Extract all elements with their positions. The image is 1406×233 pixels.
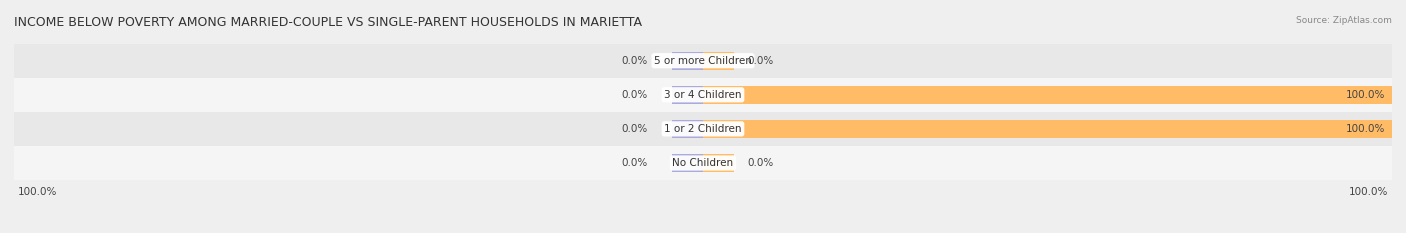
Bar [14,112,1392,146]
Text: 0.0%: 0.0% [748,56,775,66]
Bar [672,154,703,172]
Bar [703,120,1392,138]
Text: 3 or 4 Children: 3 or 4 Children [664,90,742,100]
Text: 1 or 2 Children: 1 or 2 Children [664,124,742,134]
Bar [672,52,703,70]
Bar [703,86,1392,104]
Text: 100.0%: 100.0% [1346,124,1385,134]
Bar [14,44,1392,78]
Text: 0.0%: 0.0% [748,158,775,168]
Text: 100.0%: 100.0% [1346,90,1385,100]
Bar [703,52,734,70]
Bar [672,86,703,104]
Text: 0.0%: 0.0% [621,124,648,134]
Text: 100.0%: 100.0% [17,187,56,197]
Bar [14,146,1392,180]
Text: 5 or more Children: 5 or more Children [654,56,752,66]
Text: 0.0%: 0.0% [621,56,648,66]
Bar [703,154,734,172]
Text: INCOME BELOW POVERTY AMONG MARRIED-COUPLE VS SINGLE-PARENT HOUSEHOLDS IN MARIETT: INCOME BELOW POVERTY AMONG MARRIED-COUPL… [14,16,643,29]
Text: 100.0%: 100.0% [1350,187,1389,197]
Text: No Children: No Children [672,158,734,168]
Bar [672,120,703,138]
Text: 0.0%: 0.0% [621,158,648,168]
Text: 0.0%: 0.0% [621,90,648,100]
Bar [14,78,1392,112]
Text: Source: ZipAtlas.com: Source: ZipAtlas.com [1296,16,1392,25]
